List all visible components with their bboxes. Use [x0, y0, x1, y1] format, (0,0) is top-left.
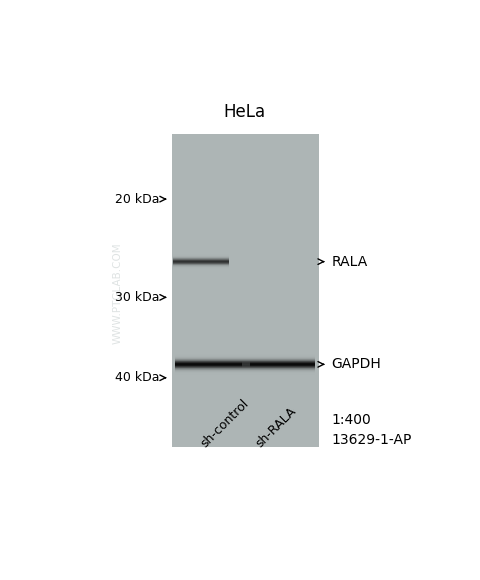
Text: 30 kDa: 30 kDa [115, 291, 160, 304]
Text: 40 kDa: 40 kDa [115, 371, 160, 385]
Text: 20 kDa: 20 kDa [115, 193, 160, 206]
Text: sh-control: sh-control [198, 397, 251, 450]
Text: 13629-1-AP: 13629-1-AP [332, 433, 412, 447]
Bar [172, 135, 319, 447]
Text: 1:400: 1:400 [332, 413, 372, 427]
Text: GAPDH: GAPDH [332, 357, 381, 371]
Text: RALA: RALA [332, 255, 368, 269]
Text: sh-RALA: sh-RALA [253, 405, 299, 450]
Text: HeLa: HeLa [223, 103, 265, 121]
Text: WWW.PTGLAB.COM: WWW.PTGLAB.COM [113, 242, 123, 344]
